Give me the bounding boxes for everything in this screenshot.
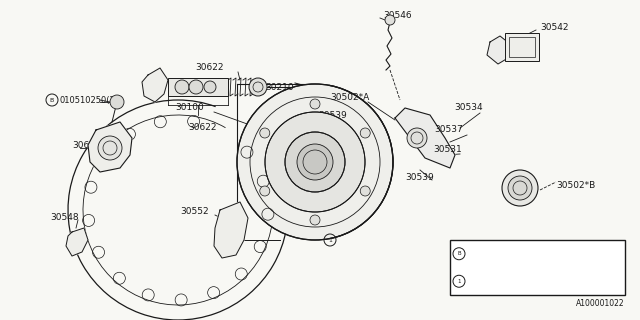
- Polygon shape: [66, 228, 88, 256]
- Circle shape: [265, 112, 365, 212]
- Text: 30531: 30531: [433, 146, 461, 155]
- Text: 30539: 30539: [318, 110, 347, 119]
- Text: 30537: 30537: [434, 125, 463, 134]
- Circle shape: [98, 136, 122, 160]
- Circle shape: [310, 99, 320, 109]
- Text: 30622: 30622: [195, 63, 223, 73]
- Circle shape: [175, 80, 189, 94]
- Circle shape: [310, 215, 320, 225]
- Text: 30546: 30546: [383, 11, 412, 20]
- Polygon shape: [487, 36, 510, 64]
- Text: 30502*B: 30502*B: [556, 180, 595, 189]
- Bar: [450, 240, 625, 295]
- Circle shape: [260, 186, 270, 196]
- Circle shape: [360, 186, 370, 196]
- Text: 1: 1: [457, 279, 461, 284]
- Text: (9211-9710): (9211-9710): [548, 249, 595, 258]
- Circle shape: [407, 128, 427, 148]
- Polygon shape: [214, 202, 248, 258]
- Text: 1: 1: [328, 237, 332, 243]
- Polygon shape: [395, 108, 455, 168]
- Circle shape: [297, 144, 333, 180]
- Text: 30552: 30552: [180, 207, 209, 217]
- Text: 30542: 30542: [540, 22, 568, 31]
- Text: B: B: [50, 98, 54, 102]
- Text: 011308180(6 ): 011308180(6 ): [471, 249, 527, 258]
- Text: 30100: 30100: [175, 103, 204, 113]
- Circle shape: [508, 176, 532, 200]
- Text: B: B: [457, 251, 461, 256]
- Polygon shape: [142, 68, 168, 102]
- Circle shape: [189, 80, 203, 94]
- Text: 30534: 30534: [454, 103, 483, 113]
- Circle shape: [260, 128, 270, 138]
- Text: 30539: 30539: [405, 172, 434, 181]
- Text: 30548: 30548: [50, 213, 79, 222]
- Text: (9711-   >: (9711- >: [548, 277, 586, 286]
- Circle shape: [502, 170, 538, 206]
- Text: 30210: 30210: [265, 84, 294, 92]
- Circle shape: [285, 132, 345, 192]
- Circle shape: [385, 15, 395, 25]
- Text: A50831: A50831: [471, 277, 500, 286]
- FancyBboxPatch shape: [505, 33, 539, 61]
- Polygon shape: [88, 122, 132, 172]
- Circle shape: [249, 78, 267, 96]
- Text: 30622: 30622: [188, 124, 216, 132]
- Text: 010510250(2): 010510250(2): [60, 95, 119, 105]
- Circle shape: [237, 84, 393, 240]
- Text: 30502*A: 30502*A: [330, 93, 369, 102]
- Text: A100001022: A100001022: [577, 299, 625, 308]
- Circle shape: [204, 81, 216, 93]
- Circle shape: [110, 95, 124, 109]
- Bar: [168, 78, 228, 96]
- Circle shape: [360, 128, 370, 138]
- Text: 30620: 30620: [72, 140, 100, 149]
